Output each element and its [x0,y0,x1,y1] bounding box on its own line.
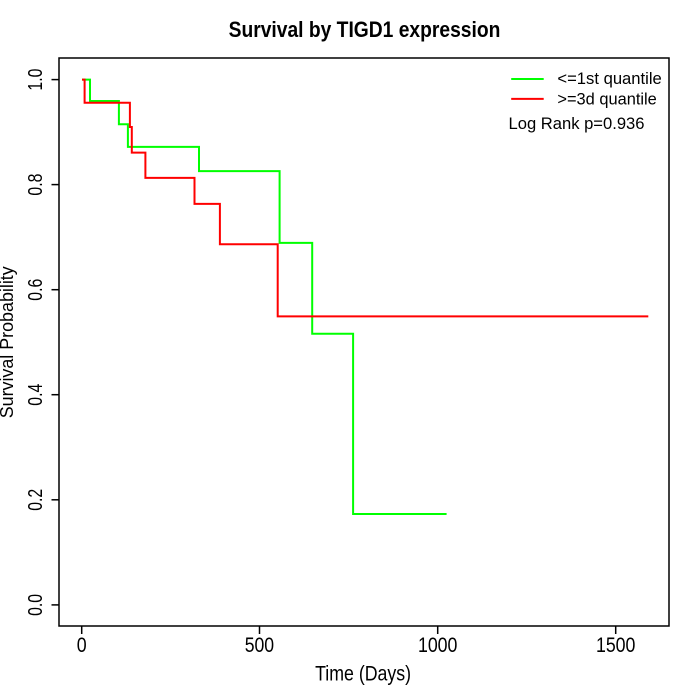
svg-text:1.0: 1.0 [24,69,47,91]
svg-text:500: 500 [245,634,274,657]
svg-text:1500: 1500 [596,634,636,657]
svg-text:0.8: 0.8 [24,174,47,196]
svg-text:Survival Probability: Survival Probability [0,266,17,418]
svg-text:>=3d quantile: >=3d quantile [557,91,656,109]
svg-text:0.4: 0.4 [24,384,47,406]
svg-text:Time (Days): Time (Days) [315,663,411,686]
svg-text:0.6: 0.6 [24,279,47,301]
svg-text:0: 0 [77,634,87,657]
svg-text:0.2: 0.2 [24,489,47,511]
svg-text:Survival by TIGD1 expression: Survival by TIGD1 expression [229,17,501,42]
svg-text:Log Rank p=0.936: Log Rank p=0.936 [509,115,645,133]
svg-text:0.0: 0.0 [24,594,47,616]
svg-text:1000: 1000 [418,634,458,657]
svg-text:<=1st quantile: <=1st quantile [557,70,661,88]
